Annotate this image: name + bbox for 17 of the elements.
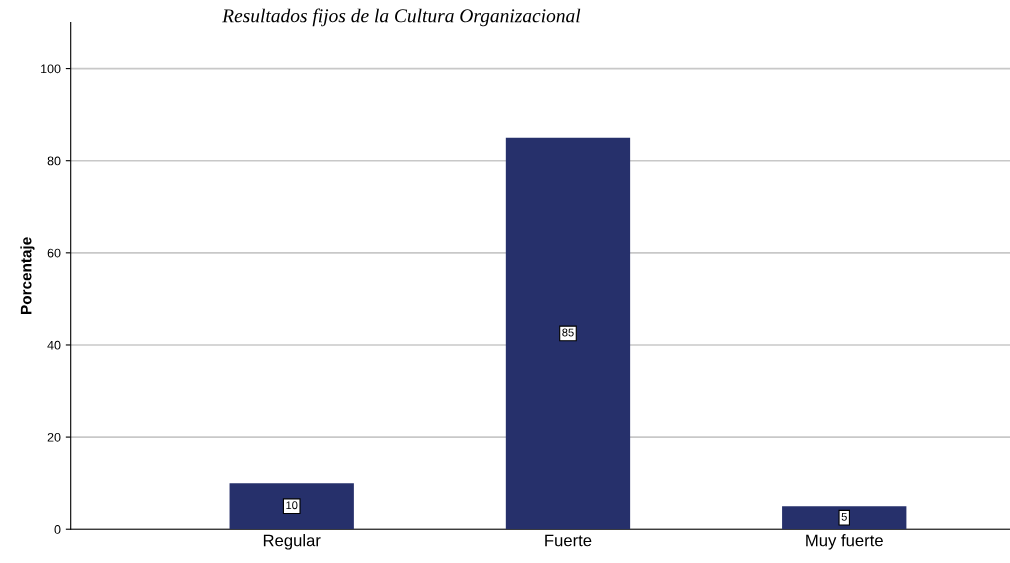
y-tick-label: 100 (41, 64, 61, 74)
y-tick-label: 40 (47, 340, 61, 350)
data-label: 85 (562, 328, 574, 337)
bar (229, 483, 354, 530)
bar (782, 506, 907, 530)
x-tick-label: Fuerte (545, 534, 592, 547)
data-label: 5 (841, 512, 847, 521)
x-tick-label: Muy fuerte (806, 534, 883, 550)
y-tick-label: 0 (54, 525, 61, 534)
data-label: 10 (286, 501, 298, 510)
y-tick-label: 20 (47, 432, 61, 442)
chart-title: Resultados fijos de la Cultura Organizacional (222, 8, 581, 27)
bar (505, 137, 631, 530)
y-axis-title: Porcentaje (20, 237, 35, 314)
y-tick-label: 60 (47, 248, 61, 258)
x-tick-label: Regular (263, 534, 321, 550)
y-tick-label: 80 (47, 156, 61, 166)
